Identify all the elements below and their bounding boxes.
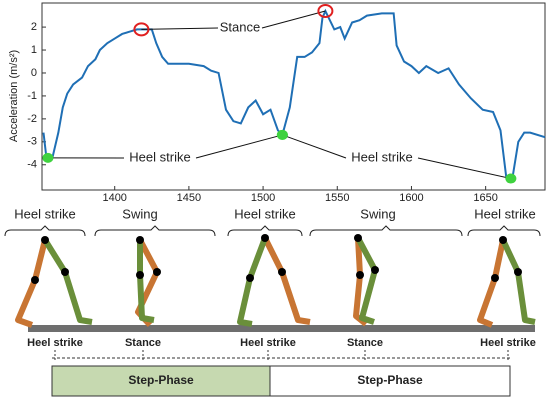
phase-label: Step-Phase xyxy=(357,373,423,387)
joint xyxy=(31,276,39,284)
leader-line xyxy=(141,27,219,30)
phase-top-label: Heel strike xyxy=(234,206,295,221)
event-marker xyxy=(42,152,54,163)
joint xyxy=(278,268,286,276)
joint xyxy=(246,274,254,282)
y-tick-label: -3 xyxy=(27,136,37,148)
x-tick-label: 1400 xyxy=(102,192,126,204)
x-tick-label: 1650 xyxy=(473,192,497,204)
joint xyxy=(41,236,49,244)
joint xyxy=(356,271,364,279)
leg xyxy=(15,239,48,328)
joint xyxy=(371,266,379,274)
joint xyxy=(61,268,69,276)
event-marker xyxy=(276,129,288,140)
leader-line xyxy=(417,157,511,180)
leader-line xyxy=(261,10,326,29)
leg xyxy=(355,236,378,325)
x-tick-label: 1600 xyxy=(399,192,423,204)
phase-bottom-label: Heel strike xyxy=(27,337,83,349)
plot-frame xyxy=(41,2,546,191)
leg xyxy=(262,236,311,325)
leg xyxy=(477,239,506,328)
joint xyxy=(261,234,269,242)
event-marker xyxy=(133,22,150,37)
phase-bottom-label: Heel strike xyxy=(480,337,536,349)
phase-bottom-label: Stance xyxy=(125,337,161,349)
leader-line xyxy=(282,134,347,159)
phase-top-label: Swing xyxy=(122,206,157,221)
ground xyxy=(28,325,535,332)
x-tick-label: 1450 xyxy=(177,192,201,204)
leg xyxy=(237,236,268,327)
phase-top-label: Swing xyxy=(360,206,395,221)
y-tick-label: -1 xyxy=(27,90,37,102)
brace xyxy=(309,225,463,237)
phase-bottom-label: Heel strike xyxy=(240,337,296,349)
brace xyxy=(227,225,303,237)
joint xyxy=(514,268,522,276)
joint xyxy=(491,274,499,282)
annotation: Stance xyxy=(220,19,260,34)
annotation: Heel strike xyxy=(351,149,412,164)
joint xyxy=(136,236,144,244)
y-tick-label: 0 xyxy=(31,67,37,79)
phase-bottom-label: Stance xyxy=(347,337,383,349)
y-tick-label: -4 xyxy=(27,159,37,171)
event-marker xyxy=(505,173,517,184)
annotation: Heel strike xyxy=(129,149,190,164)
y-axis-label: Acceleration (m/s²) xyxy=(8,50,20,142)
leg xyxy=(500,238,536,325)
x-tick-label: 1550 xyxy=(325,192,349,204)
x-tick-label: 1500 xyxy=(251,192,275,204)
phase-top-label: Heel strike xyxy=(14,206,75,221)
series-line xyxy=(42,8,546,180)
event-marker xyxy=(317,4,334,19)
brace xyxy=(467,225,541,237)
phase-top-label: Heel strike xyxy=(474,206,535,221)
phase-box xyxy=(51,365,271,397)
phase-box xyxy=(269,365,511,397)
leader-line xyxy=(195,134,283,159)
joint xyxy=(354,234,362,242)
leg xyxy=(137,240,155,323)
joint xyxy=(499,236,507,244)
joint xyxy=(153,268,161,276)
y-tick-label: -2 xyxy=(27,113,37,125)
phase-label: Step-Phase xyxy=(128,373,194,387)
joint xyxy=(136,271,144,279)
y-tick-label: 1 xyxy=(31,44,37,56)
brace xyxy=(94,225,216,237)
brace xyxy=(4,225,86,237)
y-tick-label: 2 xyxy=(31,21,37,33)
leg xyxy=(42,238,93,325)
